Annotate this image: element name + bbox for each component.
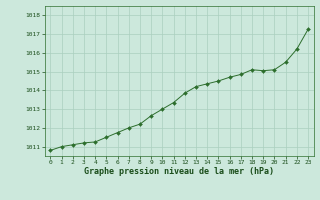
X-axis label: Graphe pression niveau de la mer (hPa): Graphe pression niveau de la mer (hPa) [84,167,274,176]
